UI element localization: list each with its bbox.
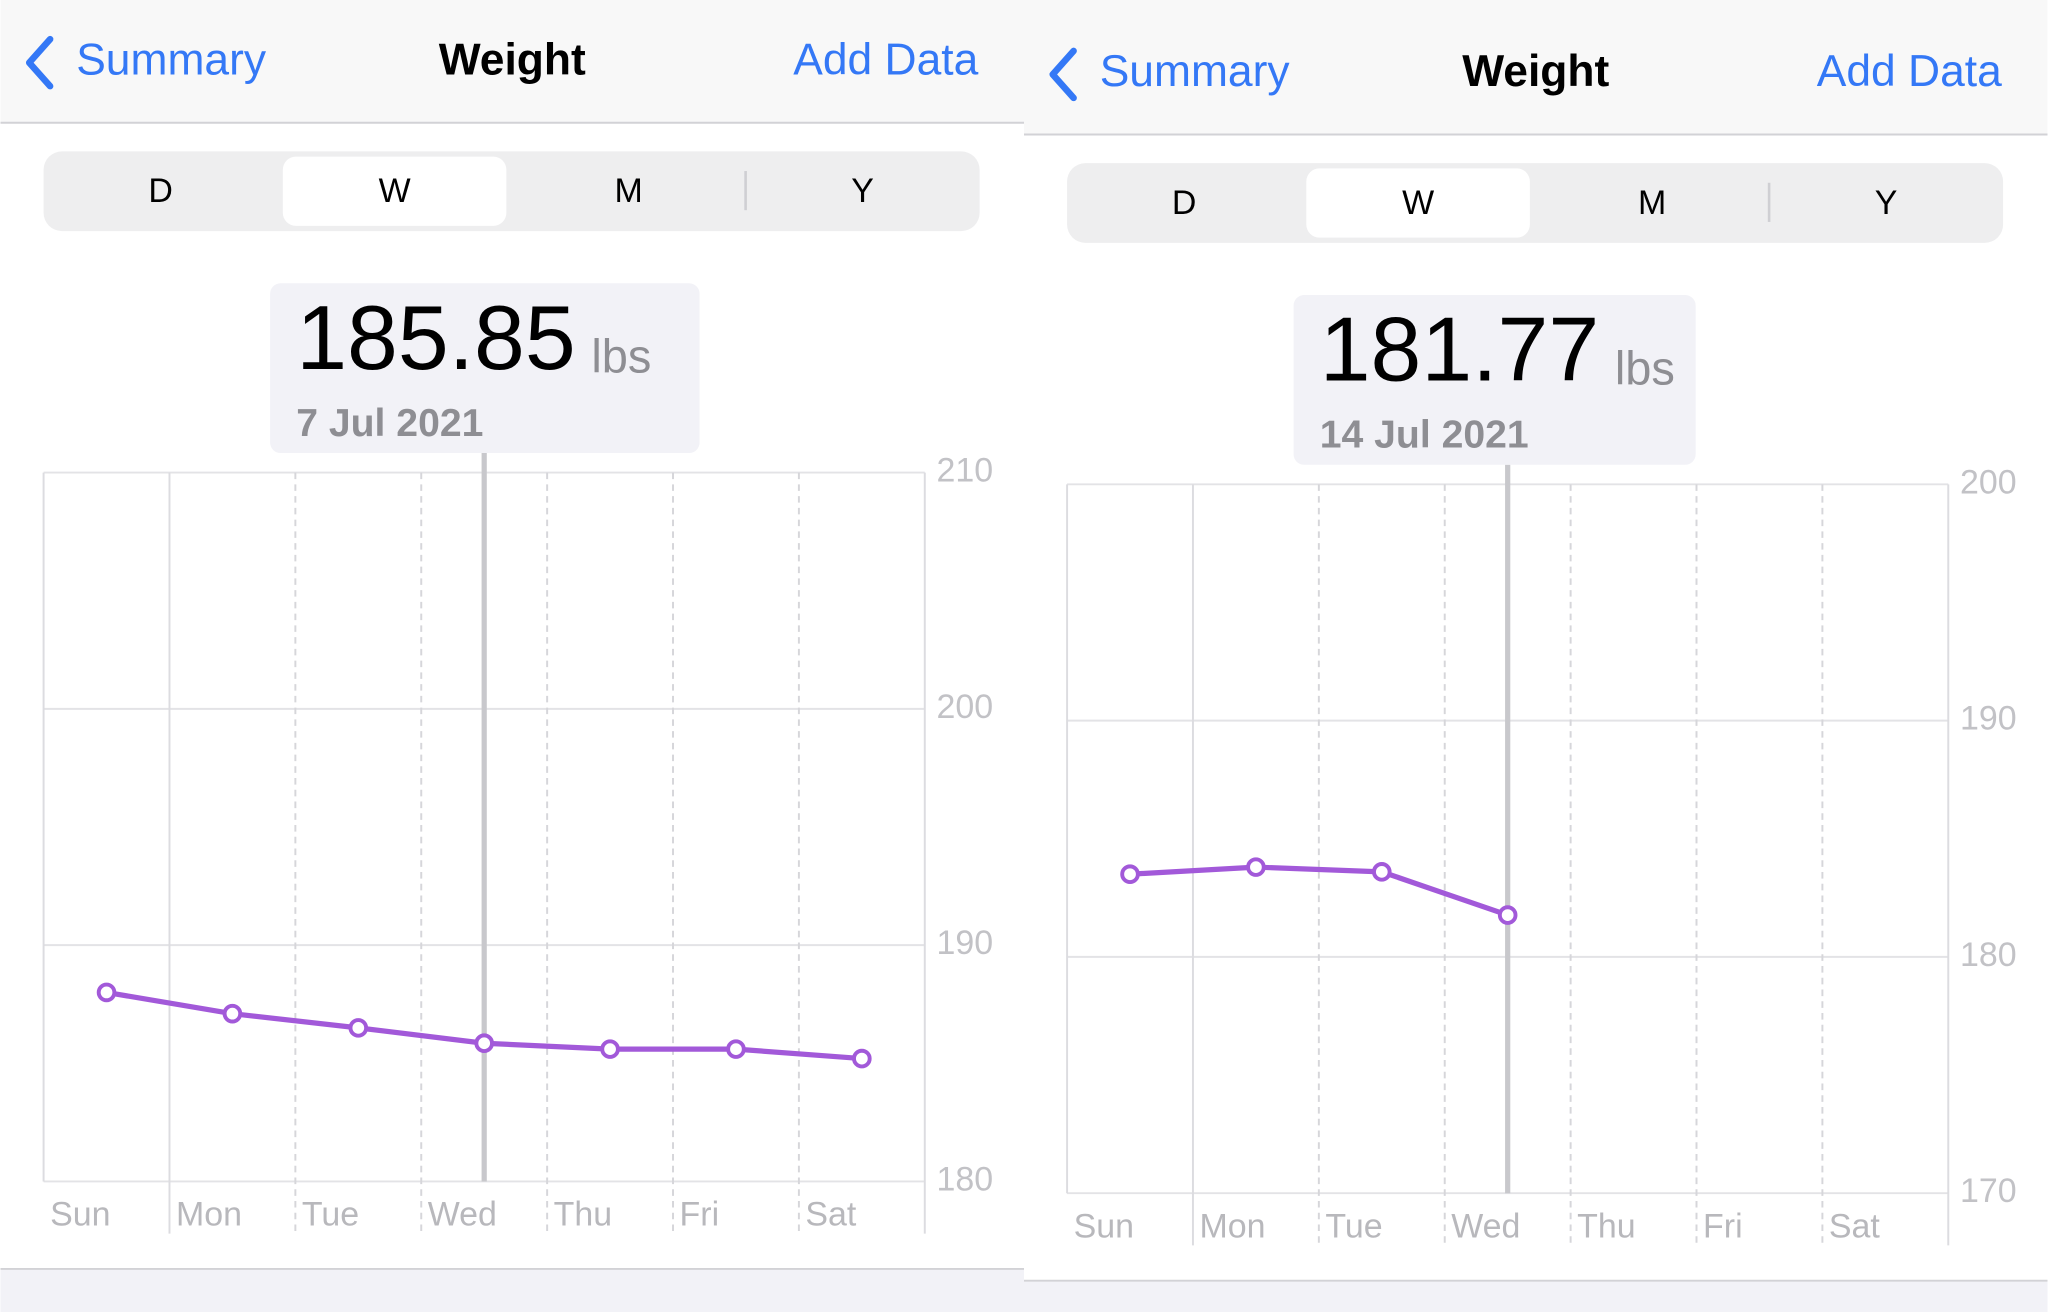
readout-date: 7 Jul 2021 bbox=[296, 402, 483, 445]
segment-label[interactable]: M bbox=[614, 172, 642, 210]
readout-box bbox=[1293, 295, 1696, 465]
panel: Summary Weight Add Data D W M Y 180 190 200 210 Sun… bbox=[0, 0, 1024, 1312]
nav-bar bbox=[1024, 0, 2048, 135]
x-tick-label: Fri bbox=[1703, 1207, 1743, 1245]
selected-segment bbox=[282, 156, 507, 226]
y-tick-label: 210 bbox=[937, 452, 994, 490]
y-tick-label: 170 bbox=[1960, 1172, 2017, 1210]
x-tick-label: Thu bbox=[1577, 1207, 1635, 1245]
x-tick-label: Wed bbox=[1451, 1207, 1520, 1245]
segmented-control bbox=[1067, 163, 2004, 243]
x-tick-label: Tue bbox=[1325, 1207, 1382, 1245]
back-button[interactable]: Summary bbox=[76, 35, 267, 84]
data-point bbox=[348, 1018, 369, 1038]
data-point bbox=[1372, 862, 1392, 882]
data-point bbox=[726, 1039, 746, 1059]
back-button[interactable]: Summary bbox=[1100, 47, 1291, 96]
bottom-bar bbox=[0, 1268, 1024, 1312]
x-tick-label: Mon bbox=[176, 1196, 242, 1234]
x-tick-label: Wed bbox=[428, 1196, 497, 1234]
x-tick-label: Thu bbox=[554, 1196, 612, 1234]
y-tick-label: 200 bbox=[1960, 463, 2017, 501]
nav-title: Weight bbox=[1462, 47, 1609, 96]
y-tick-label: 190 bbox=[1960, 700, 2017, 738]
panel: Summary Weight Add Data D W M Y 170 180 190 200 Sun… bbox=[1024, 0, 2048, 1312]
data-point bbox=[222, 1003, 243, 1024]
x-tick-label: Sun bbox=[50, 1196, 110, 1234]
segment-label[interactable]: Y bbox=[1875, 184, 1898, 222]
segmented-control bbox=[43, 151, 980, 232]
data-point bbox=[852, 1048, 872, 1069]
data-point bbox=[1246, 857, 1266, 877]
segment-label[interactable]: M bbox=[1638, 184, 1666, 222]
weight-line bbox=[1129, 864, 1509, 918]
readout-value: 185.85 bbox=[296, 287, 575, 389]
segment-label[interactable]: W bbox=[379, 172, 411, 210]
back-chevron[interactable] bbox=[25, 35, 54, 90]
readout-unit: lbs bbox=[591, 330, 651, 383]
segment-label[interactable]: D bbox=[1172, 184, 1197, 222]
y-tick-label: 190 bbox=[937, 924, 994, 962]
x-tick-label: Sat bbox=[805, 1196, 857, 1234]
readout-box bbox=[270, 283, 700, 453]
selected-segment bbox=[1306, 168, 1530, 238]
segment-label[interactable]: Y bbox=[851, 172, 874, 210]
add-data-button[interactable]: Add Data bbox=[1817, 47, 2002, 96]
x-tick-label: Sun bbox=[1074, 1207, 1134, 1245]
nav-bar bbox=[0, 0, 1024, 123]
data-point bbox=[474, 1033, 494, 1054]
readout-value: 181.77 bbox=[1320, 299, 1599, 401]
y-tick-label: 180 bbox=[1960, 936, 2017, 974]
x-tick-label: Fri bbox=[680, 1196, 720, 1234]
y-tick-label: 200 bbox=[937, 688, 994, 726]
x-tick-label: Tue bbox=[302, 1196, 359, 1234]
add-data-button[interactable]: Add Data bbox=[793, 35, 978, 84]
segment-label[interactable]: D bbox=[148, 172, 173, 210]
nav-title: Weight bbox=[439, 35, 586, 84]
data-point bbox=[1497, 905, 1518, 925]
data-point bbox=[96, 982, 117, 1003]
segment-label[interactable]: W bbox=[1402, 184, 1434, 222]
bottom-bar bbox=[1024, 1280, 2048, 1312]
data-point bbox=[1120, 864, 1140, 885]
y-tick-label: 180 bbox=[937, 1160, 994, 1198]
readout-unit: lbs bbox=[1615, 341, 1675, 394]
x-tick-label: Sat bbox=[1829, 1207, 1881, 1245]
x-tick-label: Mon bbox=[1199, 1207, 1265, 1245]
data-point bbox=[600, 1039, 620, 1059]
readout-date: 14 Jul 2021 bbox=[1320, 414, 1529, 457]
back-chevron[interactable] bbox=[1049, 47, 1077, 102]
